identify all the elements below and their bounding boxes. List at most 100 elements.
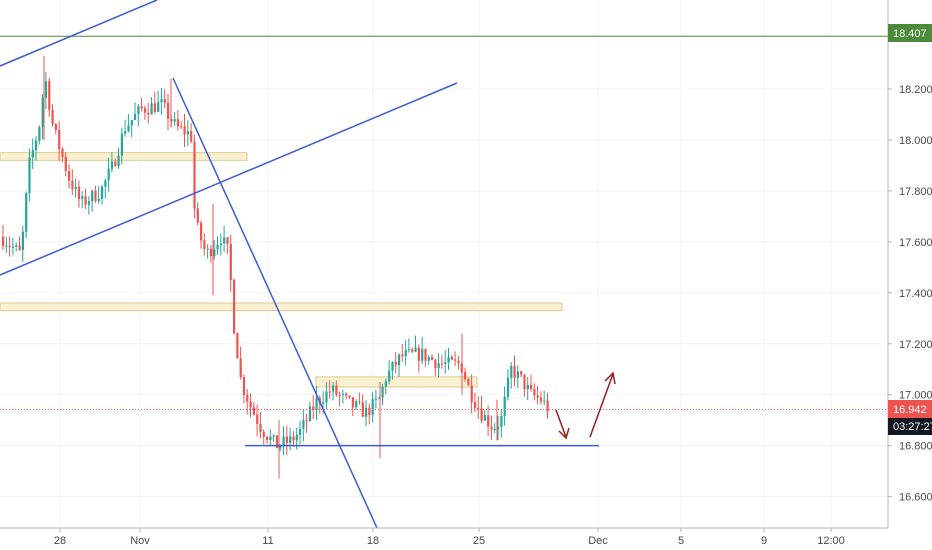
candle-body — [341, 393, 345, 395]
candle-body — [48, 81, 51, 110]
candle-body — [163, 99, 166, 103]
candle-body — [404, 350, 407, 357]
candle-body — [31, 150, 34, 158]
candle-body — [206, 248, 209, 250]
candle-body — [368, 407, 371, 415]
down-arrow-head — [558, 427, 570, 440]
time-tick-label: 5 — [678, 535, 684, 547]
descending-trendline — [172, 77, 378, 529]
candle-body — [173, 119, 176, 122]
candle-body — [25, 193, 28, 232]
candle-body — [117, 155, 120, 166]
candle-body — [407, 349, 411, 351]
candle-body — [470, 385, 473, 403]
candle-body — [381, 386, 384, 398]
candle-body — [157, 102, 160, 112]
candle-body — [503, 396, 506, 416]
candle-body — [302, 420, 305, 429]
time-tick-label: 11 — [262, 535, 273, 547]
price-tick-label: 17.400 — [899, 288, 932, 300]
candle-body — [322, 402, 325, 404]
candle-body — [2, 236, 5, 247]
candle-body — [421, 348, 424, 361]
candle-body — [285, 436, 288, 443]
candle-body — [58, 129, 61, 150]
candle-body — [361, 402, 364, 417]
candle-body — [101, 186, 104, 199]
candle-body — [219, 243, 222, 245]
candle-body — [272, 435, 275, 437]
candle-body — [351, 397, 354, 408]
candle-body — [262, 431, 265, 437]
arrows — [555, 371, 616, 440]
price-tick-label: 17.600 — [899, 237, 932, 249]
candle-body — [289, 436, 292, 443]
candle-body — [530, 384, 533, 390]
candle-body — [68, 170, 71, 181]
candle-body — [543, 400, 546, 402]
candle-body — [18, 245, 21, 251]
candle-body — [391, 361, 394, 371]
candle-body — [546, 400, 549, 412]
candle-body — [41, 97, 44, 128]
candle-body — [299, 428, 302, 435]
candle-body — [332, 385, 335, 392]
candle-body — [137, 106, 140, 114]
price-tick-label: 18.200 — [899, 84, 932, 96]
candle-body — [134, 113, 137, 120]
candle-body — [256, 414, 259, 424]
candle-body — [365, 407, 368, 417]
candle-body — [140, 106, 143, 109]
candle-body — [44, 81, 48, 98]
candle-body — [335, 385, 338, 395]
candle-body — [411, 349, 414, 352]
candle-body — [480, 408, 483, 421]
price-axis[interactable] — [888, 0, 932, 550]
price-tick-label: 17.000 — [899, 390, 932, 402]
candle-body — [282, 436, 285, 446]
price-zone — [0, 152, 248, 161]
last-price-label: 16.942 — [888, 400, 932, 418]
candle-body — [200, 222, 203, 241]
candle-body — [477, 407, 480, 409]
candle-body — [467, 379, 470, 386]
time-tick-label: Nov — [130, 535, 150, 547]
candle-body — [487, 415, 490, 427]
candle-body — [153, 103, 156, 112]
candle-body — [147, 112, 150, 115]
candle-body — [94, 190, 97, 201]
candle-body — [355, 401, 358, 408]
candle-body — [401, 354, 404, 357]
candle-body — [539, 397, 543, 402]
candle-body — [124, 131, 127, 134]
resistance-price-label: 18.407 — [888, 24, 932, 42]
candle-body — [233, 280, 236, 334]
candle-body — [160, 99, 163, 103]
candle-body — [11, 246, 15, 248]
candle-body — [424, 348, 427, 361]
down-arrow-shaft — [555, 409, 567, 438]
candle-body — [87, 201, 90, 205]
candle-body — [378, 397, 381, 399]
candle-body — [516, 371, 519, 378]
resistance-price-text: 18.407 — [893, 28, 927, 40]
candle-body — [312, 406, 315, 410]
candle-body — [308, 406, 312, 421]
candle-body — [384, 381, 387, 387]
candle-body — [196, 208, 199, 223]
time-axis[interactable] — [0, 528, 888, 550]
candle-body — [444, 362, 447, 364]
candle-body — [246, 394, 249, 402]
candle-body — [107, 168, 110, 181]
candles — [2, 55, 549, 479]
time-tick-label: 9 — [761, 535, 767, 547]
candle-body — [394, 361, 397, 366]
candle-body — [239, 358, 242, 378]
candle-body — [38, 127, 41, 141]
time-tick-label: 28 — [54, 535, 66, 547]
candle-body — [84, 196, 87, 205]
candle-body — [216, 244, 219, 250]
candle-body — [213, 249, 216, 257]
